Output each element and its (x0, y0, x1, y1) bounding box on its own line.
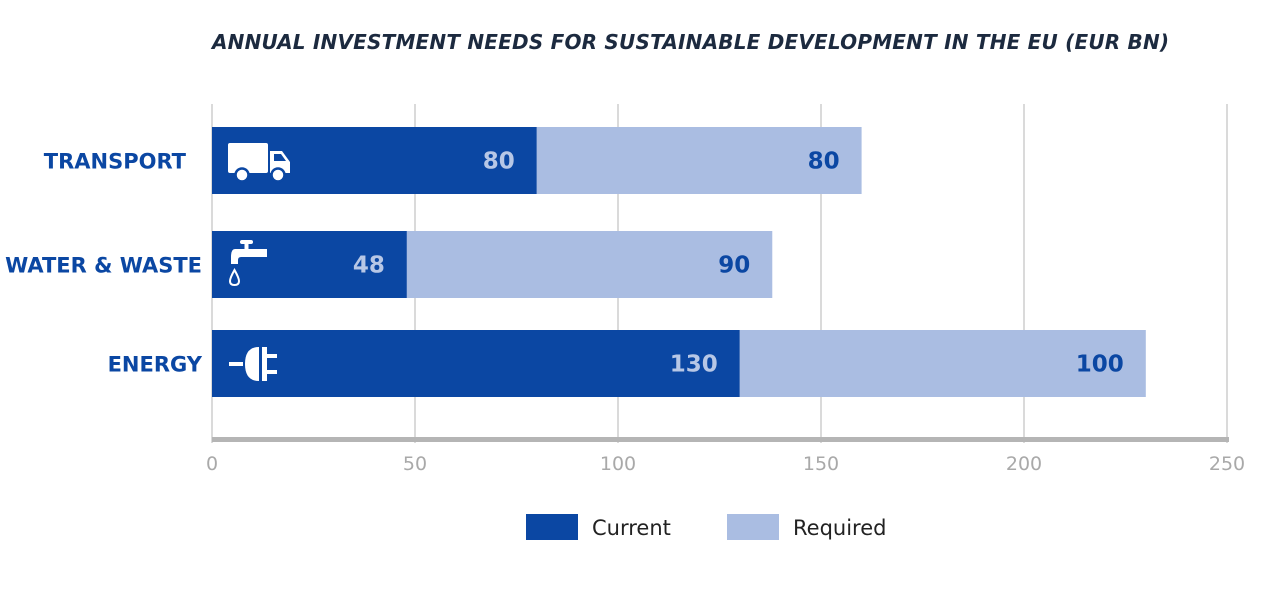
water-tap-icon (228, 240, 267, 287)
category-icons (228, 143, 290, 381)
category-label-2: ENERGY (108, 353, 203, 377)
x-tick-label-5: 250 (1209, 453, 1245, 475)
data-label-current-0: 80 (483, 149, 515, 175)
x-axis-ticks: 0 50 100 150 200 250 (206, 453, 1245, 475)
legend-swatch-current (526, 514, 578, 540)
x-tick-label-2: 100 (600, 453, 636, 475)
legend-label-required: Required (793, 516, 886, 540)
x-tick-label-1: 50 (403, 453, 427, 475)
data-label-required-2: 100 (1076, 352, 1124, 378)
bar-required-2 (739, 330, 1146, 397)
x-tick-label-3: 150 (803, 453, 839, 475)
truck-icon (228, 143, 290, 183)
data-label-current-1: 48 (353, 253, 385, 279)
bar-required-0 (536, 127, 862, 194)
chart-title: ANNUAL INVESTMENT NEEDS FOR SUSTAINABLE … (212, 30, 1170, 54)
bar-required-1 (406, 231, 773, 298)
x-axis-line (212, 437, 1229, 442)
data-label-current-2: 130 (670, 352, 718, 378)
x-tick-label-4: 200 (1006, 453, 1042, 475)
bar-current-2 (212, 330, 740, 397)
legend-swatch-required (727, 514, 779, 540)
electric-plug-icon (229, 347, 277, 381)
bars: 80 80 48 90 130 100 (212, 127, 1146, 397)
legend: Current Required (526, 514, 886, 540)
category-label-1: WATER & WASTE (5, 254, 202, 278)
data-label-required-1: 90 (718, 253, 750, 279)
data-label-required-0: 80 (808, 149, 840, 175)
legend-label-current: Current (592, 516, 671, 540)
category-label-0: TRANSPORT (44, 150, 187, 174)
x-tick-label-0: 0 (206, 453, 218, 475)
